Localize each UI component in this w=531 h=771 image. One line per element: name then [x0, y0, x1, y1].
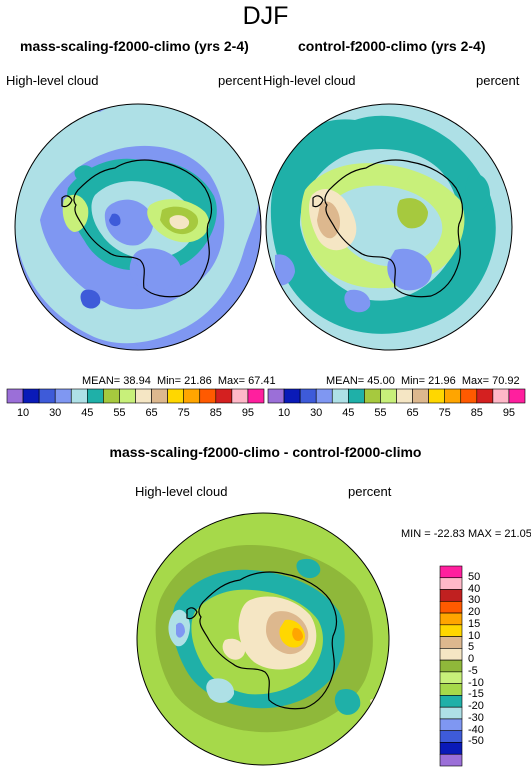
map-2-coastline: [312, 159, 464, 298]
map-2-border: [265, 103, 513, 351]
colorbar-panel-3: [439, 565, 463, 767]
colorbar-tick-label: -30: [468, 711, 484, 724]
colorbar-swatch: [439, 565, 463, 579]
map-2-contour: [270, 115, 496, 334]
colorbar-swatch: [439, 718, 463, 732]
colorbar-tick-label: 65: [406, 407, 419, 419]
colorbar-tick-label: 45: [342, 407, 355, 419]
map-3-contour: [292, 627, 303, 641]
colorbar-tick-label: 30: [468, 594, 481, 607]
map-3-contour: [222, 638, 245, 660]
colorbar-tick-label: -50: [468, 735, 484, 748]
colorbar-panel-2-labels: 10 30 45 55 65 75 85 95: [268, 407, 525, 421]
colorbar-panel-2: [267, 388, 526, 404]
panel-1-title: mass-scaling-f2000-climo (yrs 2-4): [20, 38, 249, 54]
colorbar-tick-label: 0: [468, 653, 475, 666]
colorbar-swatch: [439, 742, 463, 755]
colorbar-swatch: [439, 683, 463, 696]
colorbar-tick-label: 10: [277, 407, 291, 419]
map-1-contour: [104, 199, 154, 246]
colorbar-tick-label: 15: [468, 617, 481, 630]
map-3-border: [136, 512, 390, 766]
colorbar-tick-label: 30: [49, 407, 62, 419]
colorbar-tick-label: 95: [241, 407, 255, 419]
colorbar-swatch: [439, 648, 463, 661]
colorbar-swatch: [439, 612, 463, 626]
colorbar-tick-label: 55: [113, 407, 126, 419]
colorbar-panel-1-labels: 10 30 45 55 65 75 85 95: [7, 407, 264, 421]
colorbar-tick-label: -15: [468, 688, 484, 701]
colorbar-tick-label: 75: [438, 407, 451, 419]
panel-2-stats: MEAN= 45.00 Min= 21.96 Max= 70.92: [326, 375, 520, 387]
colorbar-tick-label: -40: [468, 723, 484, 736]
colorbar-tick-label: 85: [470, 407, 483, 419]
map-2-contour: [317, 201, 340, 239]
colorbar-tick-label: 20: [468, 606, 481, 619]
map-1-contour: [74, 165, 96, 183]
map-3-contour: [176, 622, 185, 638]
colorbar-tick-label: 95: [502, 407, 516, 419]
map-2-contour: [397, 198, 428, 229]
map-1-border: [14, 103, 262, 351]
panel-3-units: percent: [348, 484, 392, 499]
panel-3-variable: High-level cloud: [135, 484, 228, 499]
colorbar-tick-label: 85: [209, 407, 222, 419]
panel-2-title: control-f2000-climo (yrs 2-4): [298, 38, 486, 54]
colorbar-swatch: [439, 624, 463, 637]
map-1-contour: [129, 248, 181, 292]
colorbar-swatch: [439, 636, 463, 649]
colorbar-tick-label: 55: [374, 407, 387, 419]
colorbar-tick-label: 10: [16, 407, 30, 419]
main-title: DJF: [242, 2, 289, 30]
colorbar-tick-label: 45: [81, 407, 94, 419]
map-3-coastline: [186, 571, 338, 710]
map-1-contour: [169, 215, 190, 230]
colorbar-tick-label: -20: [468, 700, 484, 713]
panel-2-units: percent: [476, 73, 520, 88]
colorbar-swatch: [247, 388, 265, 404]
map-2-contour: [387, 248, 432, 291]
colorbar-swatch: [439, 730, 463, 743]
panel-1-variable: High-level cloud: [6, 73, 99, 88]
colorbar-swatch: [439, 753, 463, 767]
map-1-contour: [80, 289, 101, 309]
map-3-contour: [206, 678, 235, 703]
panel-3-title: mass-scaling-f2000-climo - control-f2000…: [109, 444, 422, 460]
colorbar-tick-label: -5: [468, 664, 478, 677]
colorbar-swatch: [508, 388, 526, 404]
colorbar-panel-1: [6, 388, 265, 404]
colorbar-tick-label: 40: [468, 582, 481, 595]
colorbar-tick-label: 50: [468, 570, 481, 583]
colorbar-tick-label: 30: [310, 407, 323, 419]
map-1-contour: [109, 213, 121, 227]
panel-2-variable: High-level cloud: [263, 73, 356, 88]
map-2-contour: [465, 173, 490, 212]
map-2-contour: [344, 289, 371, 313]
map-2-contour: [275, 254, 295, 286]
colorbar-swatch: [439, 600, 463, 614]
colorbar-tick-label: -10: [468, 676, 484, 689]
panel-3-minmax: MIN = -22.83 MAX = 21.05: [401, 528, 531, 540]
panel-1-units: percent: [218, 73, 262, 88]
map-1-coastline: [61, 159, 213, 298]
colorbar-tick-label: 75: [177, 407, 190, 419]
colorbar-tick-label: 10: [468, 629, 481, 642]
map-3-contour: [296, 558, 321, 579]
map-3-contour: [334, 688, 361, 715]
map-1-contour: [15, 104, 259, 344]
colorbar-swatch: [439, 589, 463, 602]
panel-1-stats: MEAN= 38.94 Min= 21.86 Max= 67.41: [82, 375, 276, 387]
colorbar-swatch: [439, 659, 463, 673]
colorbar-swatch: [439, 695, 463, 708]
colorbar-tick-label: 5: [468, 641, 475, 654]
colorbar-tick-label: 65: [145, 407, 158, 419]
colorbar-swatch: [439, 671, 463, 684]
colorbar-swatch: [439, 706, 463, 720]
colorbar-swatch: [439, 577, 463, 590]
colorbar-panel-3-labels: 50 40 30 20 15 10 5 0 -5 -10 -15 -20 -30 -40 -50: [468, 566, 508, 766]
